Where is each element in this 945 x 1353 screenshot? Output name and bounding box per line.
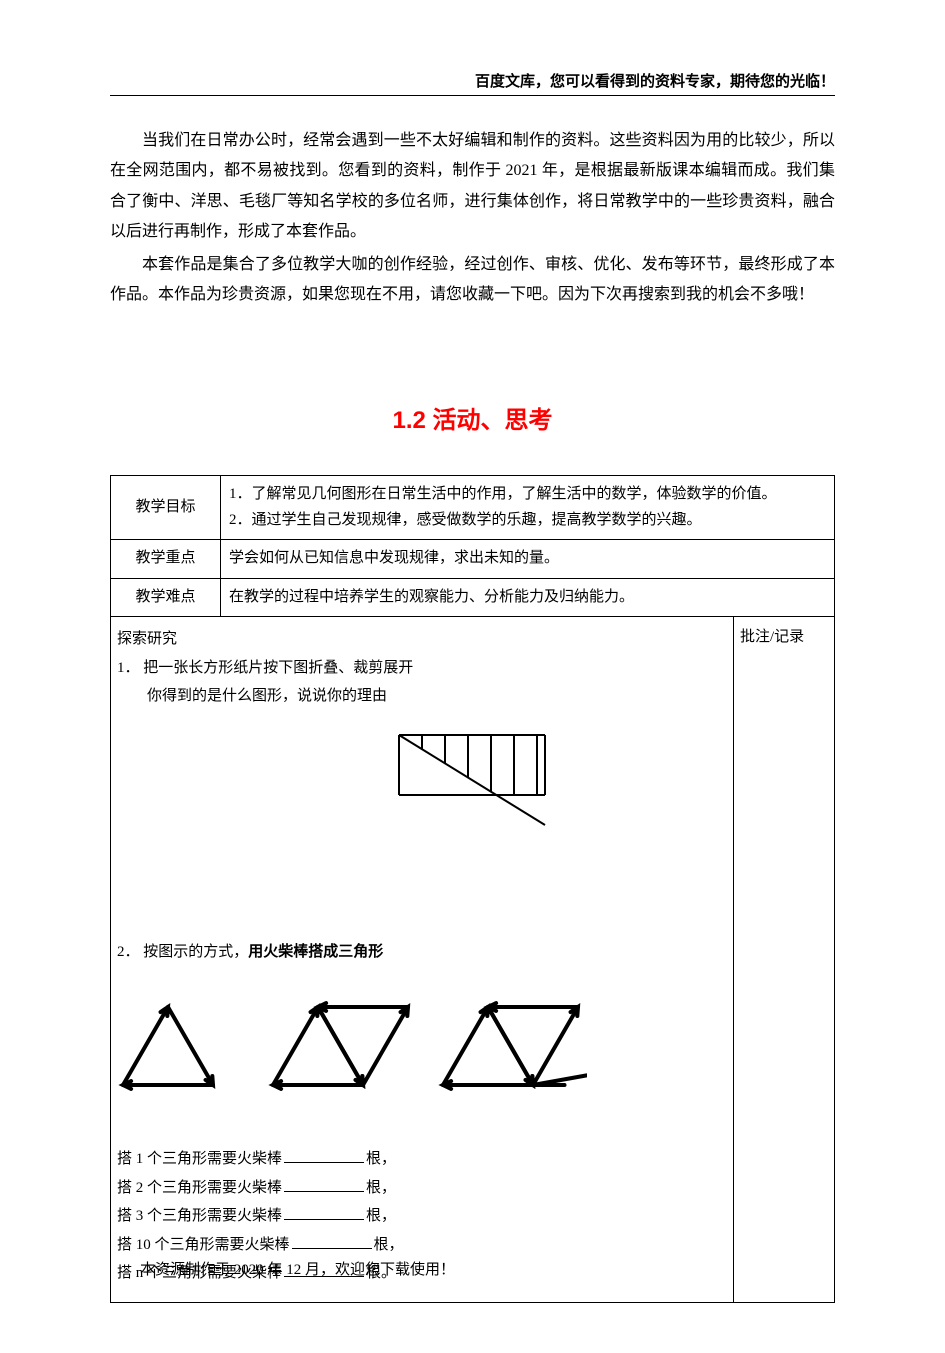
triangle-diagram: [117, 985, 723, 1116]
intro-p2: 本套作品是集合了多位教学大咖的创作经验，经过创作、审核、优化、发布等环节，最终形…: [110, 250, 835, 311]
content-side: 批注/记录: [734, 617, 834, 1302]
q2-line: 2． 按图示的方式，用火柴棒搭成三角形: [117, 938, 723, 967]
blank-underline: [284, 1177, 364, 1192]
q2-prefix: 按图示的方式，: [143, 944, 248, 960]
blank-underline: [284, 1148, 364, 1163]
fill-before: 搭 3 个三角形需要火柴棒: [117, 1208, 282, 1224]
meta-table: 教学目标 1．了解常见几何图形在日常生活中的作用，了解生活中的数学，体验数学的价…: [110, 475, 835, 617]
fill-before: 搭 1 个三角形需要火柴棒: [117, 1151, 282, 1167]
blank-underline: [292, 1234, 372, 1249]
q1-line2: 你得到的是什么图形，说说你的理由: [117, 682, 723, 711]
section-title: 1.2 活动、思考: [110, 400, 835, 435]
table-row: 教学重点 学会如何从已知信息中发现规律，求出未知的量。: [111, 540, 835, 579]
page-footer: 本资源制作于 2020 年 12 月，欢迎您下载使用！: [140, 1258, 455, 1279]
table-row: 教学目标 1．了解常见几何图形在日常生活中的作用，了解生活中的数学，体验数学的价…: [111, 476, 835, 540]
fill-after: 根，: [366, 1151, 396, 1167]
meta-value: 1．了解常见几何图形在日常生活中的作用，了解生活中的数学，体验数学的价值。 2．…: [221, 476, 835, 540]
page-header: 百度文库，您可以看得到的资料专家，期待您的光临！: [110, 70, 835, 96]
fold-svg-icon: [397, 733, 547, 828]
content-main: 探索研究 1． 把一张长方形纸片按下图折叠、裁剪展开 你得到的是什么图形，说说你…: [111, 617, 734, 1302]
meta-label: 教学难点: [111, 578, 221, 617]
fold-diagram: [397, 733, 723, 839]
fill-after: 根，: [366, 1208, 396, 1224]
q1-line1: 1． 把一张长方形纸片按下图折叠、裁剪展开: [117, 654, 723, 683]
q1-num: 1．: [117, 660, 140, 676]
meta-label: 教学重点: [111, 540, 221, 579]
fill-line: 搭 3 个三角形需要火柴棒 根，: [117, 1202, 723, 1231]
q1-text1: 把一张长方形纸片按下图折叠、裁剪展开: [143, 660, 413, 676]
fill-before: 搭 10 个三角形需要火柴棒: [117, 1237, 290, 1253]
fill-line: 搭 2 个三角形需要火柴棒 根，: [117, 1174, 723, 1203]
explore-label: 探索研究: [117, 625, 723, 654]
intro-block: 当我们在日常办公时，经常会遇到一些不太好编辑和制作的资料。这些资料因为用的比较少…: [110, 126, 835, 310]
q2-bold: 用火柴棒搭成三角形: [248, 944, 383, 960]
meta-label: 教学目标: [111, 476, 221, 540]
q2-num: 2．: [117, 944, 140, 960]
meta-value: 在教学的过程中培养学生的观察能力、分析能力及归纳能力。: [221, 578, 835, 617]
fill-before: 搭 2 个三角形需要火柴棒: [117, 1180, 282, 1196]
fill-line: 搭 1 个三角形需要火柴棒 根，: [117, 1145, 723, 1174]
meta-value: 学会如何从已知信息中发现规律，求出未知的量。: [221, 540, 835, 579]
fill-after: 根，: [366, 1180, 396, 1196]
content-wrap: 探索研究 1． 把一张长方形纸片按下图折叠、裁剪展开 你得到的是什么图形，说说你…: [110, 617, 835, 1303]
fill-after: 根，: [374, 1237, 404, 1253]
intro-p1: 当我们在日常办公时，经常会遇到一些不太好编辑和制作的资料。这些资料因为用的比较少…: [110, 126, 835, 248]
triangle-svg-icon: [117, 985, 587, 1105]
fill-line: 搭 10 个三角形需要火柴棒 根，: [117, 1231, 723, 1260]
table-row: 教学难点 在教学的过程中培养学生的观察能力、分析能力及归纳能力。: [111, 578, 835, 617]
blank-underline: [284, 1205, 364, 1220]
